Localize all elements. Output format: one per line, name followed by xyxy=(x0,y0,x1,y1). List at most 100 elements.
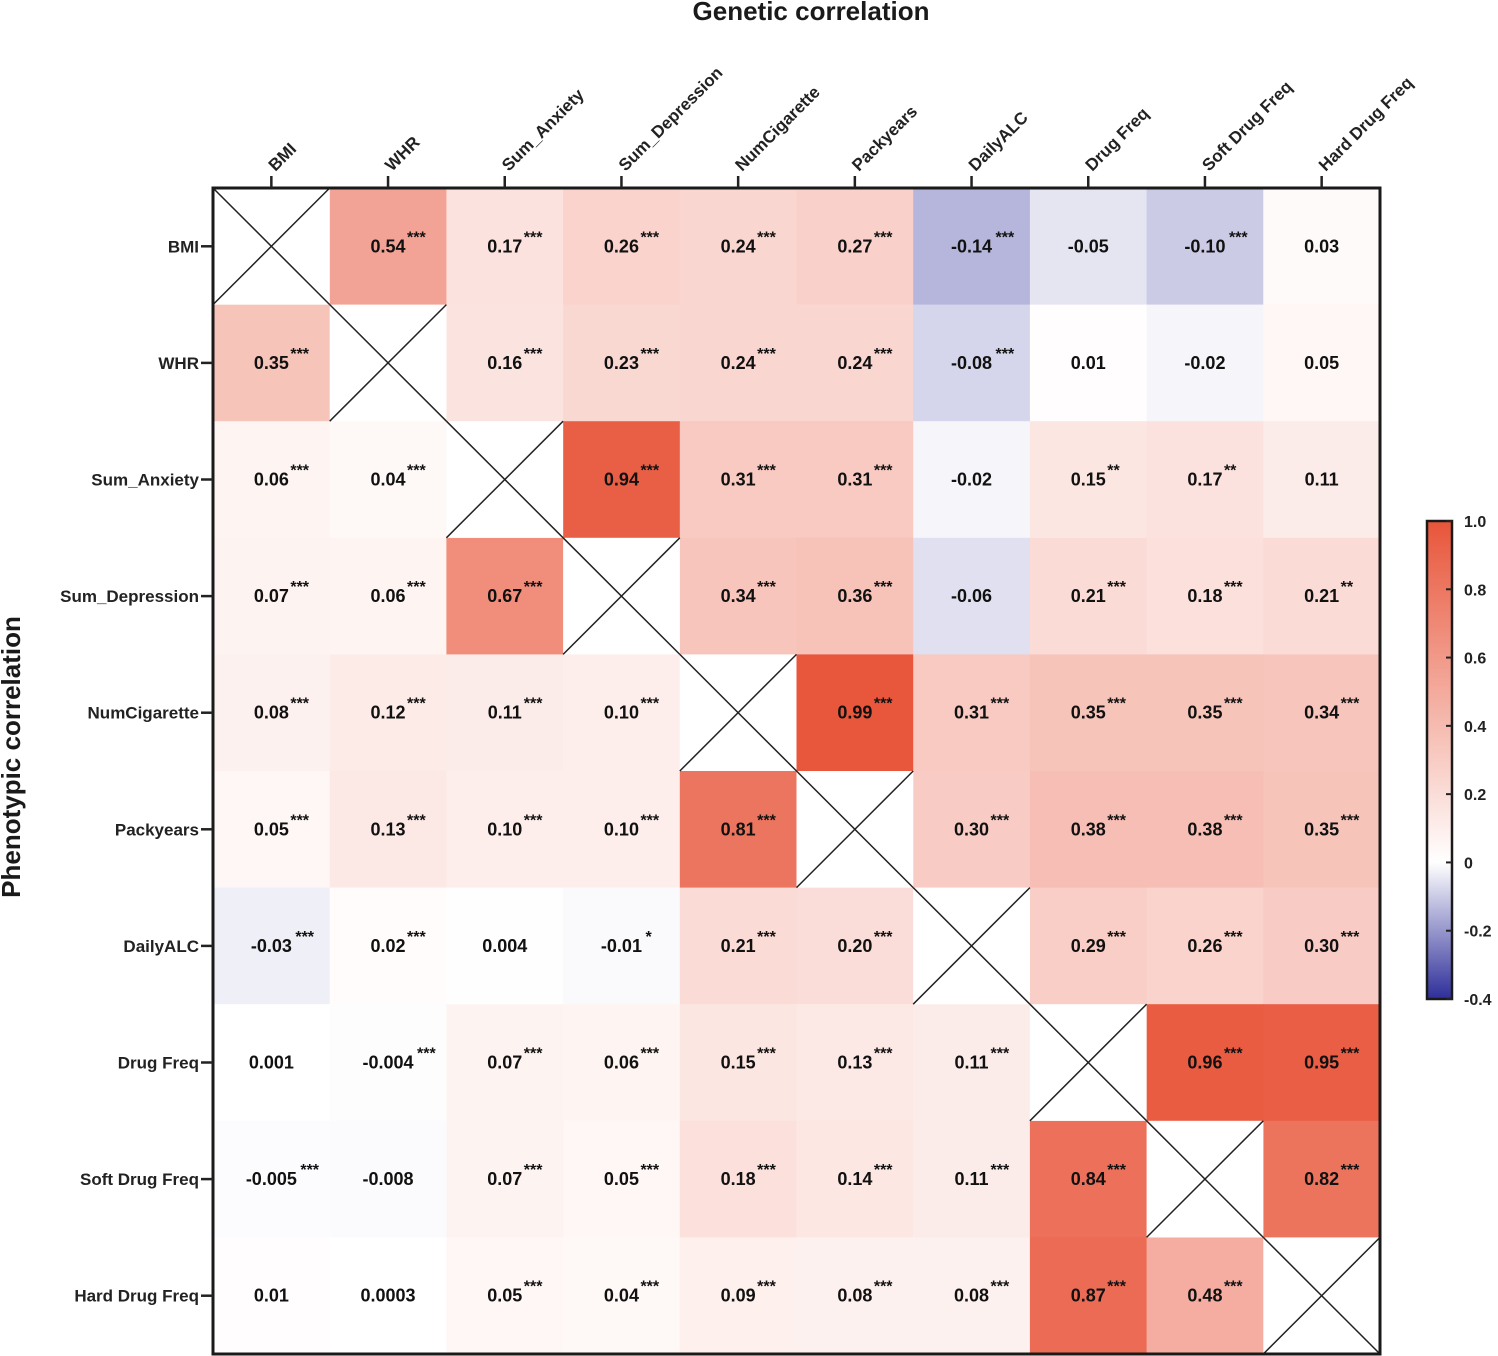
significance-stars: *** xyxy=(640,1279,659,1296)
significance-stars: *** xyxy=(524,812,543,829)
heatmap-cell xyxy=(213,654,331,772)
heatmap-cell xyxy=(213,1237,331,1355)
cell-value: 0.05 xyxy=(487,1286,522,1306)
heatmap-cell xyxy=(1146,1237,1264,1355)
significance-stars: ** xyxy=(1224,463,1237,480)
heatmap-cell xyxy=(563,304,681,422)
cell-value: 0.11 xyxy=(1305,470,1339,490)
heatmap-cell xyxy=(1146,304,1264,422)
cell-value: 0.11 xyxy=(488,703,522,723)
heatmap-cell xyxy=(1029,887,1148,1005)
heatmap-cell xyxy=(329,771,447,889)
cell-value: 0.27 xyxy=(837,236,872,256)
diagonal-cell xyxy=(562,537,681,655)
heatmap-cell xyxy=(1263,771,1381,889)
cell-value: 0.35 xyxy=(1071,703,1106,723)
y-tick-label: Drug Freq xyxy=(118,1054,199,1073)
significance-stars: *** xyxy=(757,929,776,946)
cell-value: 0.12 xyxy=(371,703,406,723)
colorbar-tick-label: 1.0 xyxy=(1464,514,1486,531)
colorbar-tick-label: -0.4 xyxy=(1464,992,1492,1009)
x-tick-label: NumCigarette xyxy=(732,83,824,175)
x-tick-label: Hard Drug Freq xyxy=(1315,73,1417,175)
x-tick-label: WHR xyxy=(381,133,423,175)
cell-value: 0.34 xyxy=(721,586,756,606)
heatmap-cell xyxy=(446,1120,564,1238)
heatmap-cell xyxy=(1263,887,1381,1005)
heatmap-cell xyxy=(679,421,798,539)
cell-value: 0.08 xyxy=(254,703,289,723)
heatmap-cell xyxy=(563,771,681,889)
cell-value: 0.18 xyxy=(1187,586,1222,606)
significance-stars: *** xyxy=(991,696,1010,713)
cell-value: 0.99 xyxy=(837,703,872,723)
significance-stars: *** xyxy=(757,1162,776,1179)
significance-stars: *** xyxy=(1107,812,1126,829)
cell-value: 0.21 xyxy=(721,936,756,956)
cell-value: 0.94 xyxy=(604,470,639,490)
heatmap-cell xyxy=(213,1120,331,1238)
cell-value: 0.48 xyxy=(1187,1286,1222,1306)
significance-stars: *** xyxy=(524,1279,543,1296)
significance-stars: *** xyxy=(640,463,659,480)
chart-title: Genetic correlation xyxy=(693,0,930,26)
significance-stars: *** xyxy=(874,579,893,596)
significance-stars: *** xyxy=(874,229,893,246)
x-tick-label: DailyALC xyxy=(965,108,1032,175)
cell-value: 0.82 xyxy=(1304,1169,1339,1189)
cell-value: -0.01 xyxy=(601,936,642,956)
heatmap-cell xyxy=(1146,887,1264,1005)
cell-value: 0.35 xyxy=(254,353,289,373)
heatmap-cell xyxy=(213,537,331,655)
cell-value: 0.54 xyxy=(371,236,406,256)
significance-stars: *** xyxy=(290,579,309,596)
heatmap-cell xyxy=(1263,1120,1381,1238)
diagonal-cell xyxy=(329,304,447,422)
cell-value: 0.67 xyxy=(487,586,522,606)
heatmap-cell xyxy=(446,1237,564,1355)
significance-stars: *** xyxy=(1224,929,1243,946)
significance-stars: *** xyxy=(991,812,1010,829)
heatmap-cell xyxy=(329,1120,447,1238)
cell-value: -0.02 xyxy=(951,470,992,490)
significance-stars: *** xyxy=(407,812,426,829)
heatmap-cell xyxy=(913,188,1031,306)
y-tick-label: NumCigarette xyxy=(88,704,199,723)
significance-stars: *** xyxy=(295,929,314,946)
heatmap-cell xyxy=(913,304,1031,422)
significance-stars: *** xyxy=(640,1046,659,1063)
heatmap-cell xyxy=(1146,1004,1264,1122)
cell-value: 0.001 xyxy=(249,1053,294,1073)
cell-value: 0.13 xyxy=(837,1053,872,1073)
significance-stars: *** xyxy=(1229,229,1248,246)
cell-value: 0.004 xyxy=(482,936,527,956)
cell-value: -0.004 xyxy=(363,1053,414,1073)
significance-stars: *** xyxy=(874,1162,893,1179)
y-tick-label: WHR xyxy=(158,354,199,373)
significance-stars: *** xyxy=(640,696,659,713)
cell-value: 0.15 xyxy=(721,1053,756,1073)
colorbar-gradient xyxy=(1425,519,1454,1001)
significance-stars: *** xyxy=(874,346,893,363)
cell-value: 0.15 xyxy=(1071,470,1106,490)
cell-value: 0.08 xyxy=(954,1286,989,1306)
cell-value-labels: 0.54 *** 0.17 *** 0.26 *** 0.24 *** 0.27 *** -0.14… xyxy=(246,229,1360,1305)
heatmap-cell xyxy=(679,304,798,422)
heatmap-cell xyxy=(913,1120,1031,1238)
heatmap-cell xyxy=(1263,654,1381,772)
y-tick-label: Hard Drug Freq xyxy=(74,1287,199,1306)
cell-value: -0.02 xyxy=(1184,353,1225,373)
significance-stars: *** xyxy=(996,229,1015,246)
cell-value: 0.05 xyxy=(604,1169,639,1189)
cell-value: 0.81 xyxy=(721,819,756,839)
heatmap-cell xyxy=(796,188,914,306)
heatmap-cell xyxy=(1146,537,1264,655)
heatmap-cell xyxy=(913,1004,1031,1122)
significance-stars: *** xyxy=(874,463,893,480)
cell-value: 0.24 xyxy=(721,353,756,373)
heatmap-cell xyxy=(446,771,564,889)
heatmap-cell xyxy=(913,1237,1031,1355)
cell-value: -0.008 xyxy=(363,1169,414,1189)
significance-stars: *** xyxy=(300,1162,319,1179)
heatmap-cell xyxy=(1146,771,1264,889)
